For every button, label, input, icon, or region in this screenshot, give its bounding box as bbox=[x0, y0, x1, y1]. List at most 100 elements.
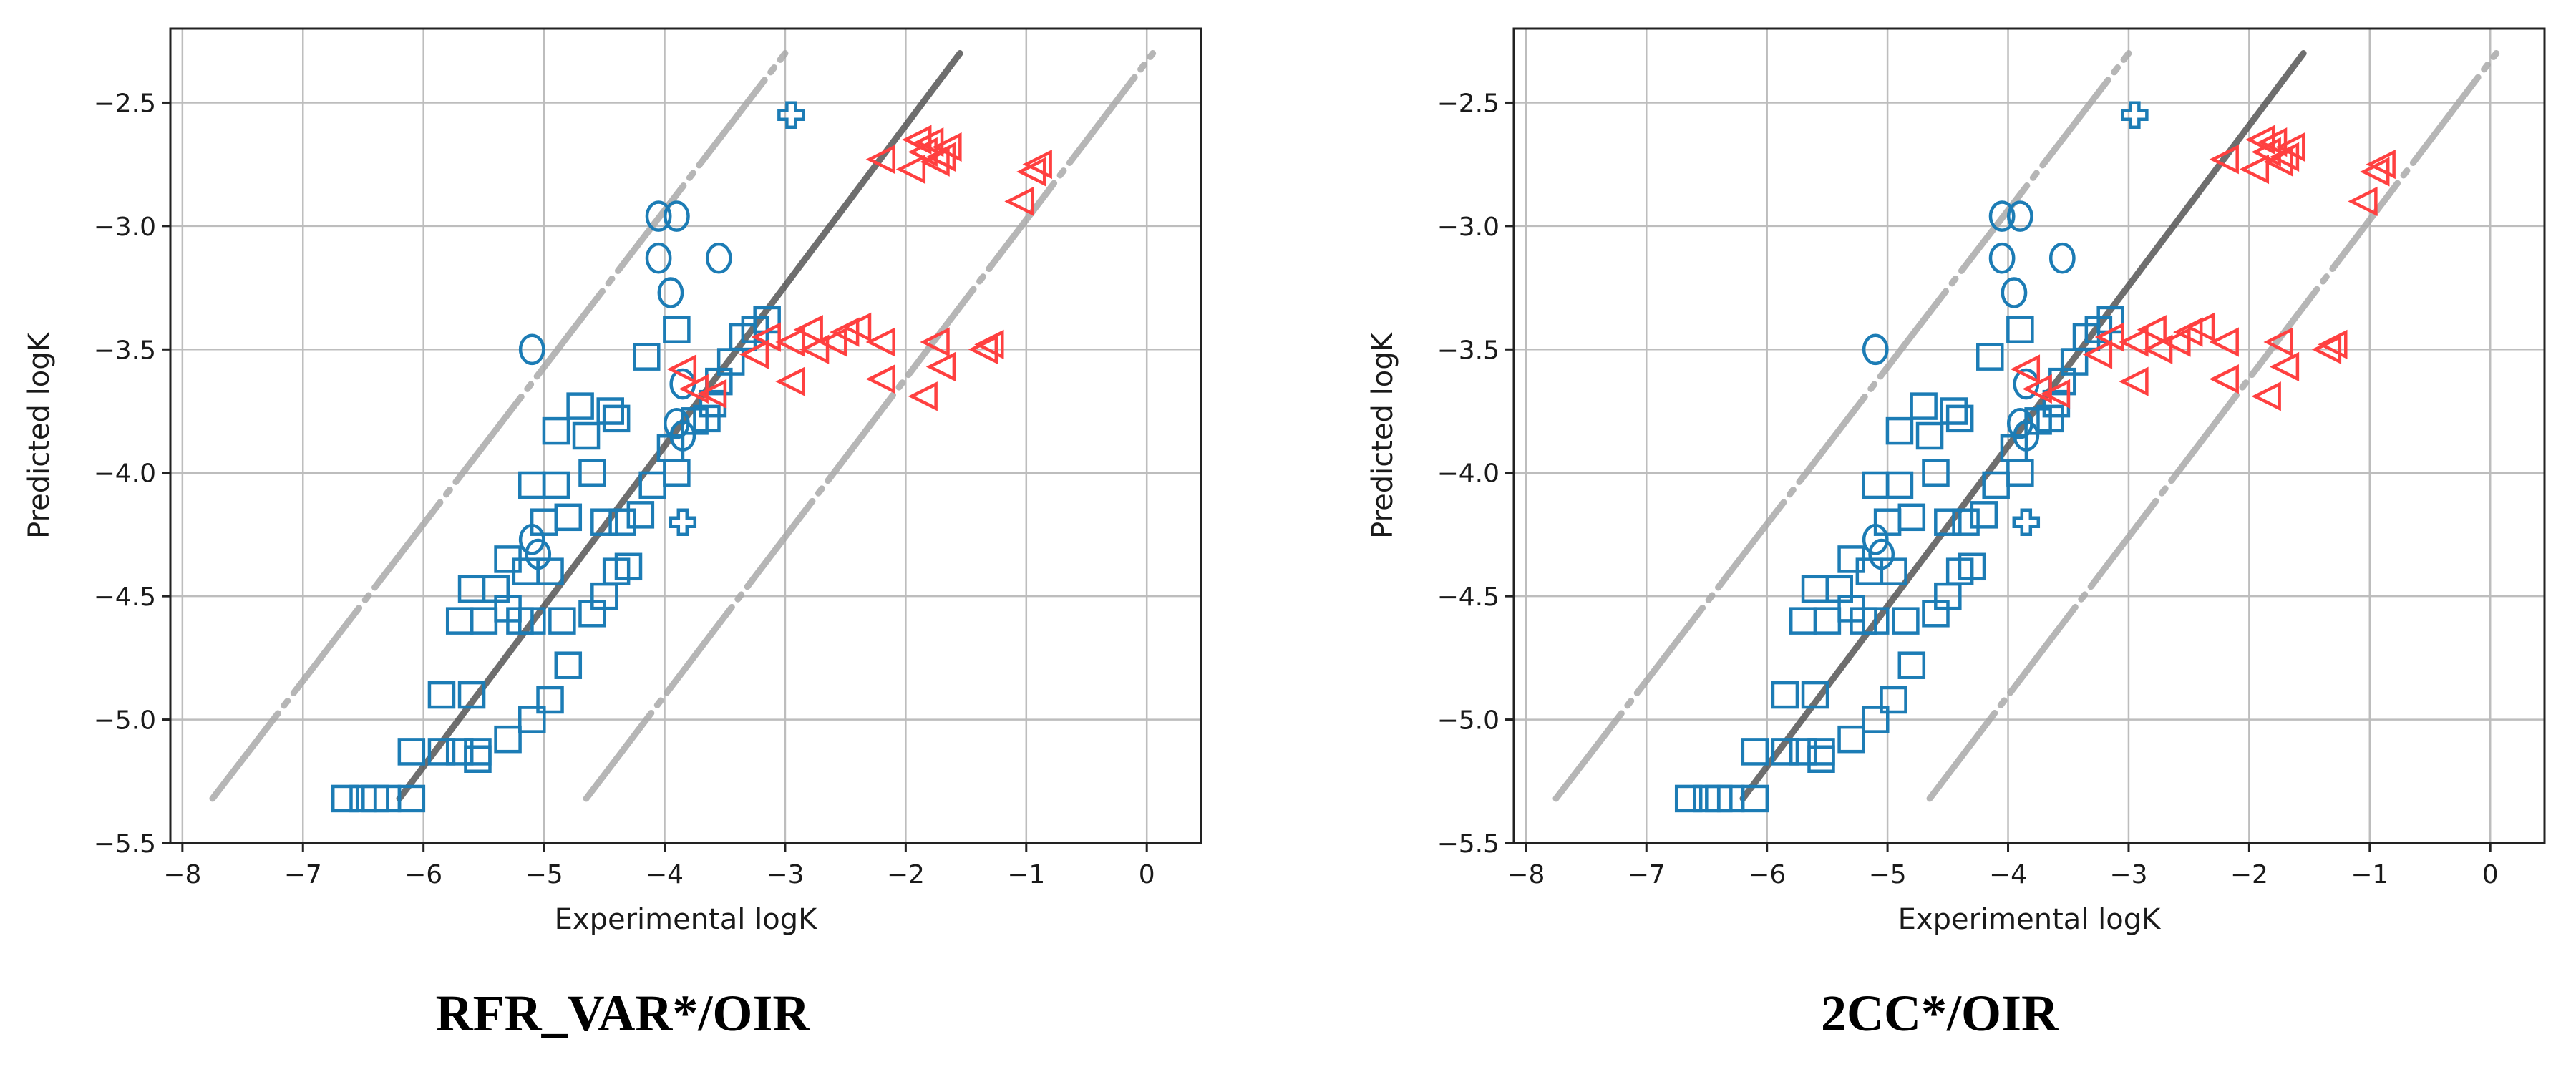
point-square bbox=[542, 471, 570, 499]
point-triangle-left bbox=[2010, 354, 2041, 384]
point-square bbox=[1789, 738, 1817, 766]
x-tick-label: −4 bbox=[1989, 860, 2027, 890]
point-plus bbox=[2121, 101, 2149, 129]
point-square bbox=[542, 416, 570, 445]
point-triangle-left bbox=[2082, 339, 2113, 369]
x-tick-label: −5 bbox=[525, 860, 563, 890]
identity-line bbox=[1739, 49, 2307, 802]
point-square bbox=[1862, 706, 1890, 733]
point-circle bbox=[645, 200, 672, 232]
point-square bbox=[1674, 784, 1703, 813]
x-tick-label: −1 bbox=[1007, 860, 1045, 890]
point-triangle-left bbox=[925, 351, 956, 382]
point-square bbox=[1801, 681, 1829, 709]
point-square bbox=[1945, 404, 1974, 433]
point-circle bbox=[1862, 333, 1889, 366]
point-circle bbox=[657, 277, 684, 308]
point-square bbox=[445, 738, 474, 766]
chart-caption: 2CC*/OIR bbox=[1821, 985, 2059, 1042]
plot-area bbox=[170, 29, 1201, 843]
point-square bbox=[2036, 404, 2064, 433]
point-square bbox=[464, 745, 492, 774]
point-square bbox=[331, 784, 359, 813]
point-triangle-left bbox=[2119, 366, 2149, 396]
y-tick-label: −3.0 bbox=[94, 213, 156, 242]
point-circle bbox=[1988, 242, 2016, 274]
point-triangle-left bbox=[2040, 379, 2071, 409]
point-triangle-left bbox=[2366, 150, 2396, 180]
x-tick-label: −7 bbox=[1628, 860, 1666, 890]
x-tick-label: −6 bbox=[404, 860, 442, 890]
point-triangle-left bbox=[2209, 364, 2239, 394]
point-circle bbox=[1868, 538, 1895, 570]
point-square bbox=[518, 706, 546, 733]
point-triangle-left bbox=[2184, 312, 2215, 342]
point-circle bbox=[2013, 420, 2040, 452]
point-square bbox=[693, 404, 721, 433]
point-square bbox=[1771, 681, 1799, 709]
point-triangle-left bbox=[2209, 327, 2239, 357]
point-square bbox=[554, 651, 583, 679]
point-square bbox=[1897, 651, 1926, 679]
point-triangle-left bbox=[2263, 147, 2293, 177]
point-triangle-left bbox=[841, 312, 872, 342]
point-square bbox=[1837, 725, 1865, 754]
point-triangle-left bbox=[775, 327, 805, 357]
y-tick-label: −5.0 bbox=[1437, 706, 1500, 736]
point-triangle-left bbox=[2143, 334, 2173, 364]
point-triangle-left bbox=[2209, 145, 2239, 175]
point-triangle-left bbox=[679, 374, 709, 404]
y-tick-label: −5.5 bbox=[1437, 829, 1500, 859]
point-square bbox=[596, 397, 624, 425]
point-square bbox=[1970, 501, 1998, 529]
point-square bbox=[578, 459, 606, 487]
x-tick-label: −5 bbox=[1869, 860, 1907, 890]
point-square bbox=[1915, 421, 1944, 450]
point-circle bbox=[518, 333, 545, 366]
point-triangle-left bbox=[2251, 381, 2281, 411]
point-triangle-left bbox=[2094, 322, 2124, 352]
x-tick-label: −7 bbox=[284, 860, 322, 890]
point-triangle-left bbox=[865, 145, 895, 175]
point-triangle-left bbox=[908, 381, 938, 411]
point-triangle-left bbox=[902, 125, 932, 155]
point-triangle-left bbox=[1004, 186, 1034, 217]
point-square bbox=[1910, 392, 1938, 420]
point-square bbox=[626, 501, 655, 529]
point-square bbox=[572, 421, 601, 450]
point-triangle-left bbox=[799, 334, 830, 364]
y-tick-label: −5.5 bbox=[94, 829, 156, 859]
point-triangle-left bbox=[865, 364, 895, 394]
point-triangle-left bbox=[2022, 374, 2052, 404]
point-circle bbox=[2006, 200, 2033, 232]
axes-frame bbox=[169, 27, 1202, 844]
point-square bbox=[427, 738, 456, 766]
y-tick-label: −3.5 bbox=[1437, 336, 1500, 365]
point-square bbox=[1934, 508, 1962, 536]
interval-line bbox=[583, 49, 1157, 802]
point-circle bbox=[2001, 277, 2028, 308]
interval-line bbox=[1552, 49, 2132, 802]
point-square bbox=[457, 681, 486, 709]
y-tick-label: −3.5 bbox=[94, 336, 156, 365]
point-square bbox=[1952, 508, 1980, 536]
point-square bbox=[1771, 738, 1799, 766]
point-circle bbox=[2048, 242, 2076, 274]
x-tick-label: 0 bbox=[2482, 860, 2499, 890]
point-square bbox=[1885, 416, 1914, 445]
x-tick-label: −8 bbox=[163, 860, 201, 890]
x-tick-label: −2 bbox=[2230, 860, 2268, 890]
y-axis-label: Predicted logK bbox=[23, 331, 56, 538]
point-circle bbox=[518, 524, 545, 555]
point-square bbox=[602, 404, 631, 433]
y-tick-label: −2.5 bbox=[94, 89, 156, 118]
point-circle bbox=[645, 242, 672, 274]
point-square bbox=[1897, 503, 1926, 532]
axes-frame bbox=[1512, 27, 2546, 844]
point-triangle-left bbox=[1022, 150, 1052, 180]
point-triangle-left bbox=[2245, 125, 2275, 155]
point-triangle-left bbox=[914, 127, 944, 157]
point-square bbox=[614, 552, 643, 581]
y-axis-label: Predicted logK bbox=[1366, 331, 1399, 538]
